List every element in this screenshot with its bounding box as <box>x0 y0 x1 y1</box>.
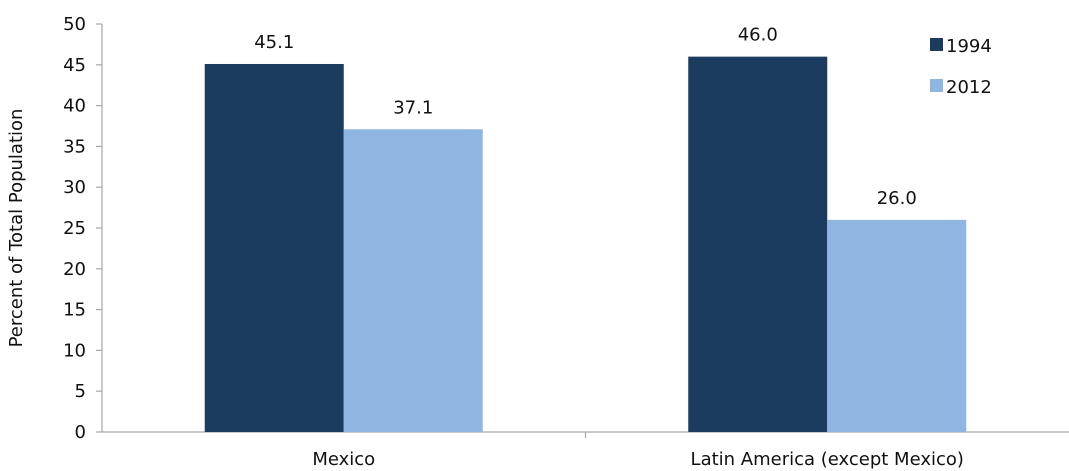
legend-swatch <box>930 38 943 51</box>
y-tick-label: 15 <box>63 300 86 321</box>
y-axis-title: Percent of Total Population <box>6 109 27 348</box>
data-label: 45.1 <box>254 32 294 53</box>
y-tick-label: 40 <box>63 96 86 117</box>
bars <box>204 56 967 432</box>
y-tick-label: 0 <box>75 422 86 443</box>
y-tick-label: 45 <box>63 55 86 76</box>
y-tick-label: 25 <box>63 218 86 239</box>
bar-1994-1 <box>688 56 828 432</box>
legend: 1994 2012 <box>930 36 992 98</box>
legend-label: 2012 <box>946 77 992 98</box>
data-label: 26.0 <box>877 188 917 209</box>
data-labels: 45.1 37.1 46.0 26.0 <box>254 25 917 209</box>
bar-1994-0 <box>204 63 344 432</box>
data-label: 46.0 <box>738 25 778 46</box>
x-category-label: Latin America (except Mexico) <box>691 449 964 470</box>
legend-swatch <box>930 79 943 92</box>
data-label: 37.1 <box>393 97 433 118</box>
y-tick-label: 35 <box>63 136 86 157</box>
legend-label: 1994 <box>946 36 992 57</box>
y-tick-label: 20 <box>63 259 86 280</box>
y-axis-ticks: 0 5 10 15 20 25 30 35 40 45 50 <box>63 14 102 443</box>
y-tick-label: 5 <box>75 381 86 402</box>
y-tick-label: 50 <box>63 14 86 35</box>
y-tick-label: 30 <box>63 177 86 198</box>
y-tick-label: 10 <box>63 340 86 361</box>
bar-2012-1 <box>827 219 967 432</box>
x-category-label: Mexico <box>312 449 375 470</box>
x-axis-ticks: Mexico Latin America (except Mexico) <box>312 432 964 470</box>
bar-2012-0 <box>343 129 483 432</box>
